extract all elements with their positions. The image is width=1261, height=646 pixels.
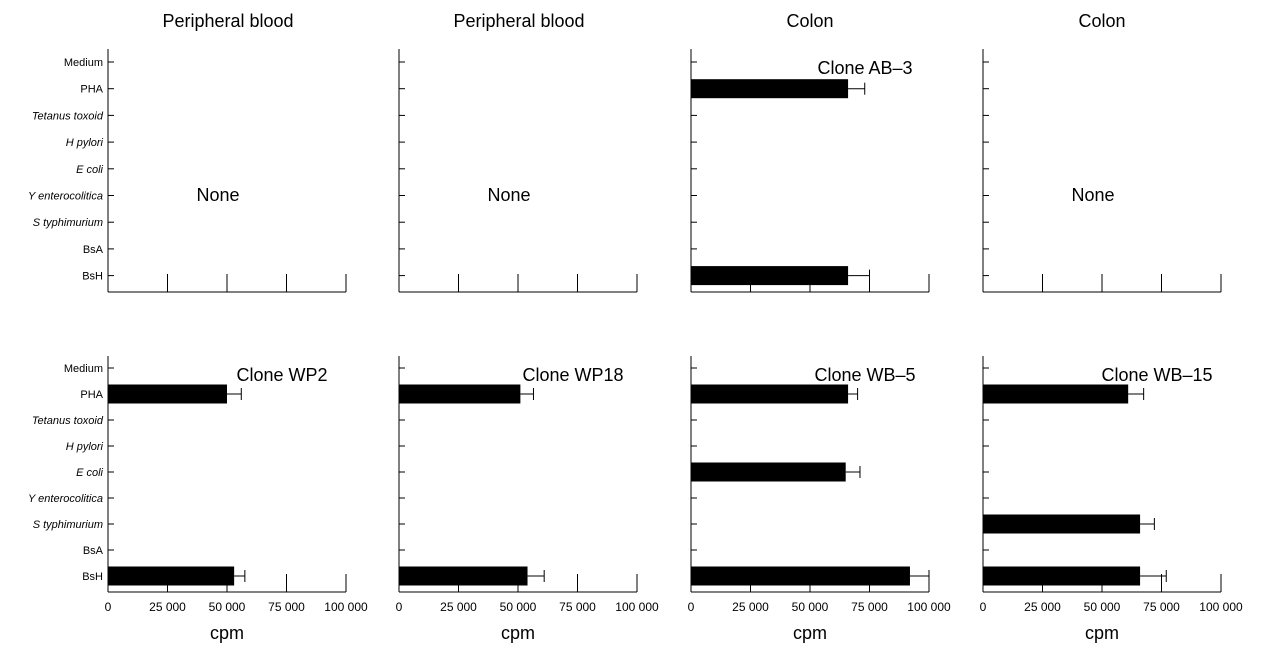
- x-tick-label: 0: [105, 600, 112, 614]
- panel-4: None: [982, 49, 1222, 293]
- category-label: BsH: [82, 271, 103, 283]
- x-tick-label: 50 000: [500, 600, 537, 614]
- x-axis-label: cpm: [210, 623, 244, 643]
- category-label: H pylori: [66, 441, 104, 453]
- panel-1: Medium PHA Tetanus toxoid H pylori E coli Y e…: [28, 49, 347, 293]
- panel-annotation: Clone WP2: [236, 365, 327, 385]
- panel-3: Clone AB–3: [690, 49, 930, 293]
- bar: [108, 566, 235, 586]
- category-label: PHA: [80, 84, 103, 96]
- category-label: E coli: [76, 164, 103, 176]
- panel-annotation: Clone WB–5: [814, 365, 915, 385]
- x-tick-label: 0: [980, 600, 987, 614]
- bar: [108, 384, 227, 404]
- x-tick-label: 75 000: [1143, 600, 1180, 614]
- x-tick-label: 75 000: [559, 600, 596, 614]
- category-label: BsA: [83, 545, 104, 557]
- category-label: S typhimurium: [33, 217, 103, 229]
- x-tick-label: 50 000: [1084, 600, 1121, 614]
- panel-5: Medium PHA Tetanus toxoid H pylori E coli Y e…: [28, 356, 368, 643]
- panel-8: 0 25 000 50 000 75 000 100 000 cpm Clone WB–15: [980, 356, 1243, 643]
- x-tick-label: 100 000: [1199, 600, 1243, 614]
- category-label: Medium: [64, 57, 103, 69]
- bar: [983, 566, 1141, 586]
- category-label: H pylori: [66, 137, 104, 149]
- category-label: BsA: [83, 244, 104, 256]
- panel-2: None: [398, 49, 638, 293]
- x-tick-label: 100 000: [324, 600, 368, 614]
- x-tick-label: 100 000: [907, 600, 951, 614]
- column-title-3: Colon: [786, 11, 833, 31]
- bar: [691, 566, 910, 586]
- panel-annotation: Clone WB–15: [1101, 365, 1212, 385]
- x-tick-label: 100 000: [615, 600, 659, 614]
- bar: [691, 266, 849, 286]
- category-label: S typhimurium: [33, 519, 103, 531]
- bar: [983, 514, 1141, 534]
- category-label: Y enterocolitica: [28, 493, 103, 505]
- bar: [691, 79, 849, 99]
- bar: [983, 384, 1129, 404]
- x-tick-label: 0: [396, 600, 403, 614]
- x-axis-label: cpm: [793, 623, 827, 643]
- x-axis-label: cpm: [1085, 623, 1119, 643]
- panel-6: 0 25 000 50 000 75 000 100 000 cpm Clone WP18: [396, 356, 659, 643]
- x-tick-label: 50 000: [792, 600, 829, 614]
- category-label: BsH: [82, 571, 103, 583]
- x-axis-label: cpm: [501, 623, 535, 643]
- category-label: Y enterocolitica: [28, 191, 103, 203]
- category-label: Tetanus toxoid: [32, 110, 104, 122]
- x-tick-label: 25 000: [440, 600, 477, 614]
- category-label: Medium: [64, 363, 103, 375]
- x-tick-label: 25 000: [732, 600, 769, 614]
- x-tick-label: 0: [688, 600, 695, 614]
- category-label: PHA: [80, 389, 103, 401]
- bar: [399, 566, 528, 586]
- x-tick-label: 50 000: [209, 600, 246, 614]
- bar: [691, 384, 849, 404]
- panel-annotation: Clone AB–3: [817, 58, 912, 78]
- panel-annotation: None: [1071, 185, 1114, 205]
- x-tick-label: 75 000: [851, 600, 888, 614]
- x-tick-label: 25 000: [1024, 600, 1061, 614]
- column-title-1: Peripheral blood: [162, 11, 293, 31]
- panel-7: 0 25 000 50 000 75 000 100 000 cpm Clone WB–5: [688, 356, 951, 643]
- panel-annotation: Clone WP18: [522, 365, 623, 385]
- category-label: E coli: [76, 467, 103, 479]
- panels-group: Medium PHA Tetanus toxoid H pylori E coli Y e…: [28, 49, 1243, 643]
- bar: [399, 384, 521, 404]
- x-tick-label: 75 000: [268, 600, 305, 614]
- category-label: Tetanus toxoid: [32, 415, 104, 427]
- bar: [691, 462, 846, 482]
- panel-annotation: None: [487, 185, 530, 205]
- column-title-2: Peripheral blood: [453, 11, 584, 31]
- x-tick-label: 25 000: [149, 600, 186, 614]
- column-title-4: Colon: [1078, 11, 1125, 31]
- panel-annotation: None: [196, 185, 239, 205]
